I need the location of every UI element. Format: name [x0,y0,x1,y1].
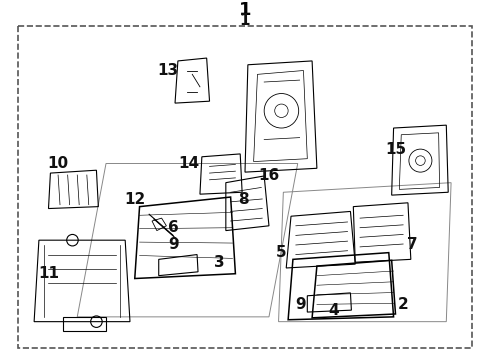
Text: 12: 12 [124,193,146,207]
Text: 6: 6 [168,220,178,235]
Text: 9: 9 [168,238,178,252]
Text: 5: 5 [276,245,287,260]
Text: 2: 2 [398,297,409,312]
Text: 13: 13 [158,63,179,78]
Text: 4: 4 [328,303,339,318]
Text: 14: 14 [178,156,199,171]
Text: 9: 9 [295,297,306,312]
Text: 15: 15 [385,141,406,157]
Text: 16: 16 [258,168,280,184]
Text: 11: 11 [38,266,59,281]
Text: 10: 10 [48,156,69,171]
Text: 7: 7 [407,238,418,252]
Text: 8: 8 [238,193,248,207]
Text: 1: 1 [239,1,251,19]
Text: 1: 1 [240,13,250,28]
Text: 3: 3 [214,255,224,270]
